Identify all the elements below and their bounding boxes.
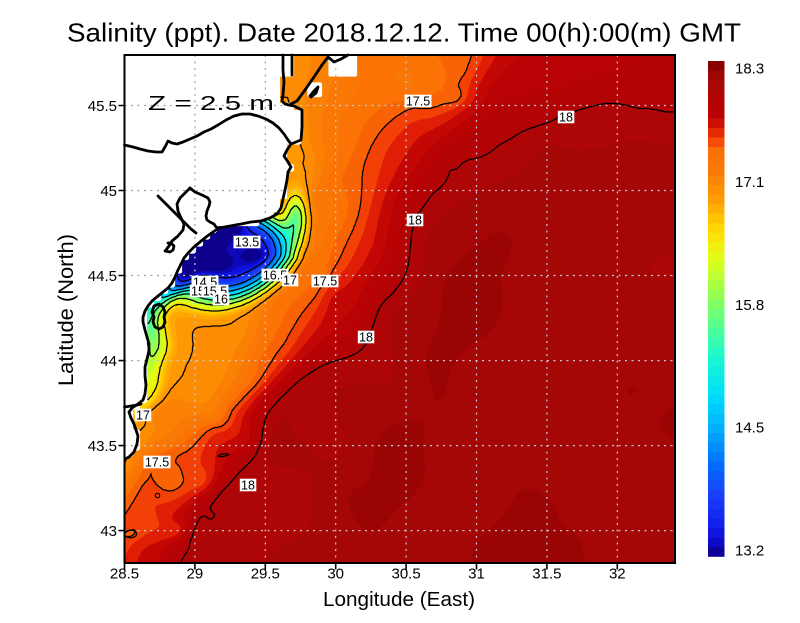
svg-text:Longitude (East): Longitude (East) (323, 588, 475, 611)
svg-text:13.2: 13.2 (735, 542, 764, 559)
svg-text:18: 18 (241, 478, 255, 492)
svg-text:14.5: 14.5 (735, 420, 764, 437)
svg-text:44.5: 44.5 (88, 268, 117, 285)
svg-text:30.5: 30.5 (391, 566, 420, 583)
svg-text:28.5: 28.5 (110, 566, 139, 583)
svg-text:44: 44 (100, 353, 117, 370)
svg-text:18: 18 (359, 330, 373, 344)
svg-text:17.5: 17.5 (406, 94, 430, 108)
svg-text:31: 31 (468, 566, 485, 583)
svg-text:29.5: 29.5 (251, 566, 280, 583)
svg-text:17.1: 17.1 (735, 174, 764, 191)
svg-text:16: 16 (214, 292, 228, 306)
svg-text:30: 30 (327, 566, 344, 583)
svg-text:43: 43 (100, 523, 117, 540)
svg-text:13.5: 13.5 (235, 235, 259, 249)
svg-text:16.5: 16.5 (263, 268, 287, 282)
svg-text:Z = 2.5 m: Z = 2.5 m (148, 93, 274, 115)
svg-text:32: 32 (609, 566, 626, 583)
svg-text:45: 45 (100, 183, 117, 200)
svg-text:45.5: 45.5 (88, 98, 117, 115)
svg-text:15.8: 15.8 (735, 297, 764, 314)
svg-text:17: 17 (136, 408, 150, 422)
svg-text:Latitude (North): Latitude (North) (55, 234, 78, 386)
svg-text:18: 18 (408, 213, 422, 227)
svg-text:17: 17 (283, 273, 297, 287)
svg-text:31.5: 31.5 (532, 566, 561, 583)
svg-text:18.3: 18.3 (735, 61, 764, 78)
svg-text:17.5: 17.5 (313, 274, 337, 288)
svg-text:18: 18 (559, 110, 573, 124)
svg-text:29: 29 (187, 566, 204, 583)
svg-text:43.5: 43.5 (88, 438, 117, 455)
svg-text:Salinity (ppt). Date 2018.12.1: Salinity (ppt). Date 2018.12.12. Time 00… (67, 18, 741, 48)
svg-text:17.5: 17.5 (145, 455, 169, 469)
